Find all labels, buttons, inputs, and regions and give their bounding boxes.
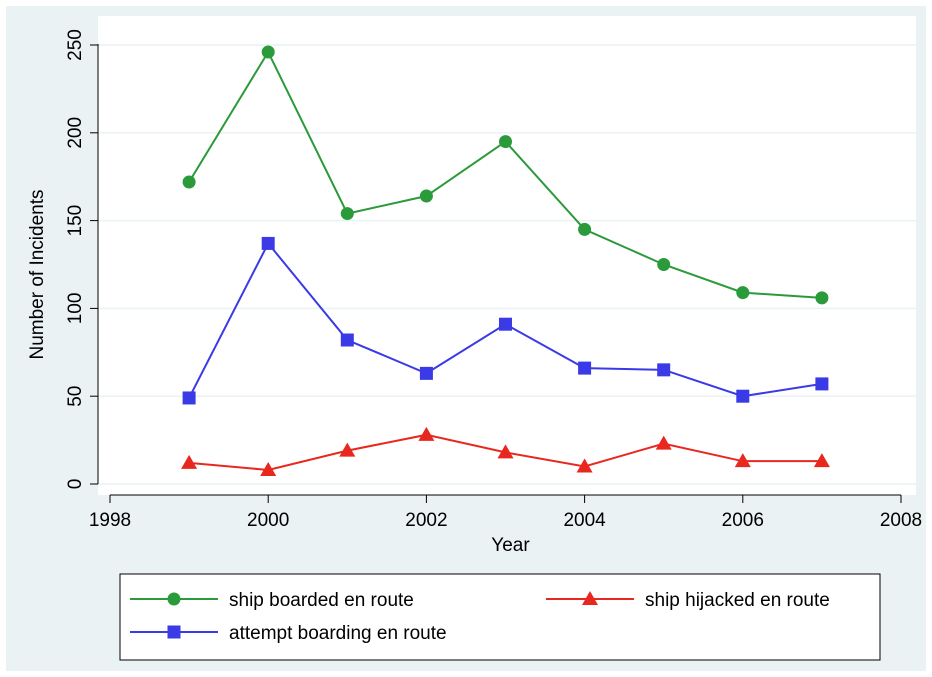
data-point-ship-hijacked-en-route [339, 442, 356, 457]
data-point-ship-boarded-en-route [736, 286, 750, 300]
data-point-ship-boarded-en-route [340, 207, 354, 221]
legend-marker-ship-hijacked-en-route [582, 591, 598, 605]
x-tick-label: 1998 [89, 510, 131, 531]
data-point-ship-boarded-en-route [419, 189, 433, 203]
x-tick-label: 2000 [247, 510, 289, 531]
y-tick-label: 150 [65, 205, 86, 237]
x-tick-label: 2004 [563, 510, 606, 531]
data-point-ship-hijacked-en-route [260, 461, 277, 476]
data-point-ship-boarded-en-route [657, 258, 671, 271]
y-tick-label: 100 [65, 293, 86, 325]
data-point-attempt-boarding-en-route [182, 391, 196, 405]
legend-label-ship-hijacked-en-route: ship hijacked en route [645, 590, 830, 611]
legend-label-ship-boarded-en-route: ship boarded en route [229, 590, 414, 611]
legend-marker-attempt-boarding-en-route [167, 625, 181, 639]
legend-box [119, 573, 881, 661]
chart-frame: 0 50 100 150 200 250 1998 2000 2002 2004 2006 2008 Y… [6, 6, 926, 671]
data-point-attempt-boarding-en-route [736, 389, 750, 403]
data-point-ship-hijacked-en-route [734, 453, 751, 468]
y-axis-title: Number of Incidents [27, 189, 48, 359]
y-tick-label: 200 [65, 117, 86, 149]
y-tick-label: 50 [65, 386, 86, 407]
data-point-attempt-boarding-en-route [578, 361, 592, 375]
data-point-attempt-boarding-en-route [419, 366, 433, 380]
data-point-attempt-boarding-en-route [815, 377, 829, 391]
data-point-ship-boarded-en-route [499, 135, 512, 149]
chart-canvas: 0 50 100 150 200 250 1998 2000 2002 2004 2006 2008 Y… [27, 16, 922, 661]
x-tick-label: 2002 [405, 510, 447, 531]
data-point-attempt-boarding-en-route [340, 333, 354, 347]
legend-marker-ship-boarded-en-route [167, 592, 181, 606]
y-tick-label: 0 [65, 479, 86, 490]
plot-area [98, 16, 916, 495]
x-axis-title: Year [491, 535, 530, 556]
data-point-ship-boarded-en-route [578, 222, 592, 236]
legend-label-attempt-boarding-en-route: attempt boarding en route [229, 623, 447, 644]
data-point-ship-hijacked-en-route [497, 444, 514, 459]
data-point-ship-hijacked-en-route [655, 435, 672, 450]
data-point-ship-boarded-en-route [261, 45, 275, 59]
data-point-ship-hijacked-en-route [418, 426, 435, 441]
data-point-ship-hijacked-en-route [813, 453, 830, 468]
data-point-ship-boarded-en-route [182, 175, 196, 189]
x-tick-label: 2008 [880, 510, 922, 531]
data-point-ship-hijacked-en-route [576, 458, 593, 473]
data-point-ship-hijacked-en-route [181, 454, 198, 469]
x-tick-label: 2006 [722, 510, 764, 531]
data-point-attempt-boarding-en-route [499, 317, 512, 331]
data-point-attempt-boarding-en-route [657, 363, 671, 377]
data-point-ship-boarded-en-route [815, 291, 829, 305]
data-point-attempt-boarding-en-route [261, 236, 275, 250]
y-tick-label: 250 [65, 29, 86, 61]
